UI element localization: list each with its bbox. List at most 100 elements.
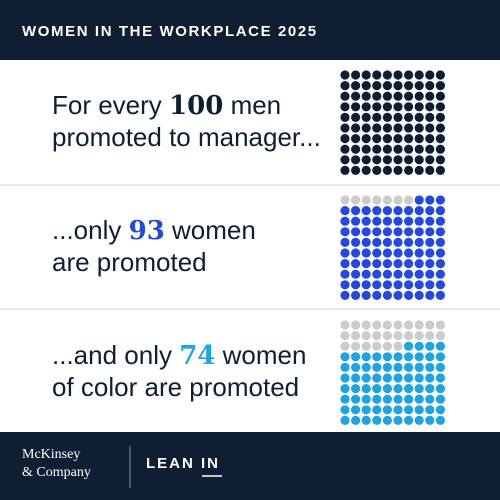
dot-empty <box>340 331 350 341</box>
dot-filled <box>425 352 435 362</box>
dot-filled <box>435 237 445 247</box>
dot-filled <box>414 394 424 404</box>
dot-filled <box>361 248 371 258</box>
dot-filled <box>425 165 435 175</box>
dot-filled <box>435 248 445 258</box>
dot-filled <box>404 269 414 279</box>
dot-empty <box>382 331 392 341</box>
dot-empty <box>393 320 403 330</box>
dot-filled <box>435 195 445 205</box>
dot-filled <box>361 144 371 154</box>
dot-filled <box>382 112 392 122</box>
dot-filled <box>372 102 382 112</box>
dot-empty <box>372 320 382 330</box>
dot-filled <box>372 269 382 279</box>
row-text: ...and only 74 women <box>52 340 306 371</box>
dot-filled <box>372 405 382 415</box>
dot-filled <box>361 280 371 290</box>
dot-filled <box>393 102 403 112</box>
dot-empty <box>425 331 435 341</box>
dot-filled <box>425 91 435 101</box>
dot-empty <box>382 341 392 351</box>
dot-filled <box>361 352 371 362</box>
dot-filled <box>351 237 361 247</box>
dot-filled <box>361 405 371 415</box>
dot-filled <box>414 384 424 394</box>
dot-filled <box>351 91 361 101</box>
dot-filled <box>393 394 403 404</box>
dot-filled <box>425 206 435 216</box>
dot-filled <box>404 227 414 237</box>
dot-filled <box>404 248 414 258</box>
dot-filled <box>435 405 445 415</box>
dot-filled <box>361 102 371 112</box>
dot-filled <box>435 123 445 133</box>
dot-filled <box>435 280 445 290</box>
highlight-number: 93 <box>129 216 165 246</box>
text-after: women <box>171 215 256 245</box>
dot-filled <box>425 248 435 258</box>
dot-filled <box>361 237 371 247</box>
dot-filled <box>361 165 371 175</box>
dot-empty <box>351 195 361 205</box>
dot-filled <box>361 134 371 144</box>
dot-filled <box>393 384 403 394</box>
dot-filled <box>404 123 414 133</box>
dot-filled <box>393 259 403 269</box>
dot-filled <box>340 280 350 290</box>
dot-filled <box>340 134 350 144</box>
dot-filled <box>382 216 392 226</box>
text-after: women <box>222 340 307 370</box>
dot-filled <box>382 227 392 237</box>
dot-filled <box>414 269 424 279</box>
dot-filled <box>351 70 361 80</box>
dot-filled <box>361 227 371 237</box>
dot-filled <box>425 195 435 205</box>
dot-filled <box>382 70 392 80</box>
dot-filled <box>404 405 414 415</box>
dot-filled <box>361 362 371 372</box>
dot-filled <box>404 216 414 226</box>
dot-filled <box>435 373 445 383</box>
dot-filled <box>404 102 414 112</box>
dot-filled <box>372 165 382 175</box>
highlight-number: 74 <box>179 341 215 371</box>
dot-filled <box>435 352 445 362</box>
dot-filled <box>361 415 371 425</box>
header-title: WOMEN IN THE WORKPLACE 2025 <box>22 23 318 40</box>
dot-filled <box>414 123 424 133</box>
dot-filled <box>435 134 445 144</box>
dot-filled <box>425 134 435 144</box>
dot-filled <box>361 91 371 101</box>
dot-filled <box>404 259 414 269</box>
highlight-number: 100 <box>169 91 223 121</box>
dot-filled <box>425 341 435 351</box>
dot-filled <box>340 259 350 269</box>
dot-filled <box>393 165 403 175</box>
dot-filled <box>382 415 392 425</box>
dot-empty <box>372 195 382 205</box>
dot-filled <box>393 144 403 154</box>
dot-empty <box>393 341 403 351</box>
dot-filled <box>340 81 350 91</box>
header-bar <box>0 0 500 60</box>
dot-filled <box>425 70 435 80</box>
dot-empty <box>382 320 392 330</box>
dot-filled <box>393 405 403 415</box>
dot-empty <box>414 331 424 341</box>
footer-bar <box>0 432 500 500</box>
dot-filled <box>372 206 382 216</box>
dot-filled <box>414 227 424 237</box>
dot-empty <box>435 320 445 330</box>
dot-filled <box>351 144 361 154</box>
dot-filled <box>351 81 361 91</box>
dot-filled <box>372 415 382 425</box>
dot-filled <box>414 248 424 258</box>
dot-filled <box>404 155 414 165</box>
dot-filled <box>404 341 414 351</box>
dot-filled <box>404 206 414 216</box>
dot-filled <box>404 280 414 290</box>
dot-filled <box>340 102 350 112</box>
dot-filled <box>435 165 445 175</box>
